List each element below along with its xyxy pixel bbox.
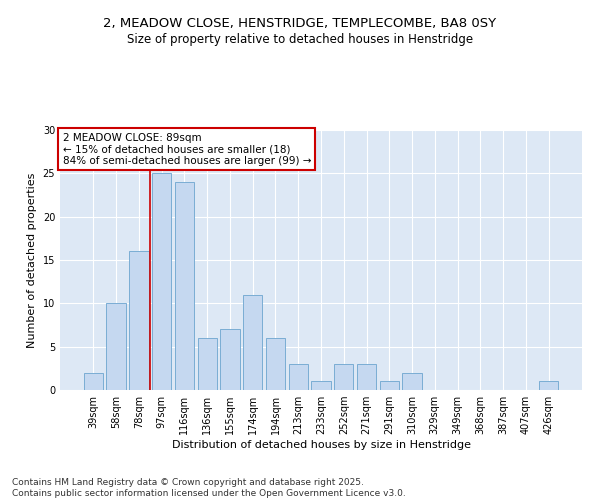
Bar bbox=[289, 364, 308, 390]
Text: 2 MEADOW CLOSE: 89sqm
← 15% of detached houses are smaller (18)
84% of semi-deta: 2 MEADOW CLOSE: 89sqm ← 15% of detached … bbox=[62, 132, 311, 166]
X-axis label: Distribution of detached houses by size in Henstridge: Distribution of detached houses by size … bbox=[172, 440, 470, 450]
Bar bbox=[403, 372, 422, 390]
Bar bbox=[220, 330, 239, 390]
Bar bbox=[129, 252, 149, 390]
Bar bbox=[175, 182, 194, 390]
Bar bbox=[334, 364, 353, 390]
Bar bbox=[197, 338, 217, 390]
Text: 2, MEADOW CLOSE, HENSTRIDGE, TEMPLECOMBE, BA8 0SY: 2, MEADOW CLOSE, HENSTRIDGE, TEMPLECOMBE… bbox=[103, 18, 497, 30]
Y-axis label: Number of detached properties: Number of detached properties bbox=[27, 172, 37, 348]
Bar bbox=[152, 174, 172, 390]
Text: Contains HM Land Registry data © Crown copyright and database right 2025.
Contai: Contains HM Land Registry data © Crown c… bbox=[12, 478, 406, 498]
Bar bbox=[243, 294, 262, 390]
Bar bbox=[539, 382, 558, 390]
Bar bbox=[84, 372, 103, 390]
Bar bbox=[311, 382, 331, 390]
Bar bbox=[380, 382, 399, 390]
Bar bbox=[357, 364, 376, 390]
Text: Size of property relative to detached houses in Henstridge: Size of property relative to detached ho… bbox=[127, 32, 473, 46]
Bar bbox=[266, 338, 285, 390]
Bar bbox=[106, 304, 126, 390]
